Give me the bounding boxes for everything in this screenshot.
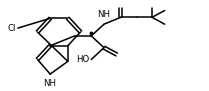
Text: NH: NH bbox=[43, 79, 56, 88]
Text: Cl: Cl bbox=[8, 24, 16, 33]
Text: NH: NH bbox=[98, 10, 111, 19]
Text: HO: HO bbox=[76, 55, 89, 64]
